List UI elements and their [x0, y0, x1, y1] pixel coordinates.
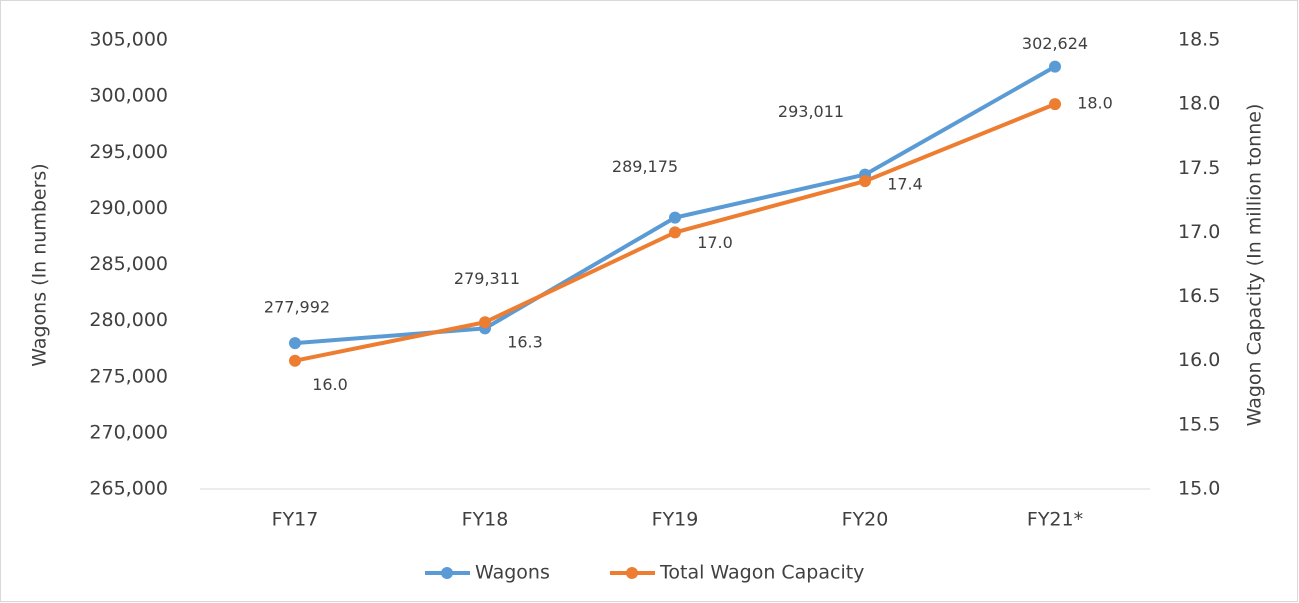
- y-tick-label: 270,000: [89, 421, 168, 443]
- y-tick-label: 285,000: [89, 253, 168, 275]
- legend-label: Wagons: [475, 562, 550, 584]
- x-tick-label: FY20: [842, 509, 889, 531]
- y2-tick-label: 17.0: [1178, 221, 1220, 243]
- y2-tick-label: 18.5: [1178, 29, 1220, 51]
- x-tick-label: FY18: [462, 509, 509, 531]
- y-tick-label: 275,000: [89, 365, 168, 387]
- y2-tick-label: 16.5: [1178, 285, 1220, 307]
- data-label: 293,011: [778, 102, 844, 121]
- point: [669, 211, 681, 224]
- y-tick-label: 295,000: [89, 141, 168, 163]
- point: [289, 337, 301, 350]
- legend-label: Total Wagon Capacity: [659, 562, 864, 584]
- y2-tick-label: 18.0: [1178, 93, 1220, 115]
- x-tick-label: FY21*: [1027, 509, 1083, 531]
- legend-marker: [441, 567, 453, 579]
- data-label: 289,175: [612, 157, 678, 176]
- y-tick-label: 265,000: [89, 478, 168, 500]
- data-label: 277,992: [264, 298, 330, 317]
- point: [669, 226, 681, 239]
- point: [1049, 60, 1061, 73]
- y-tick-label: 300,000: [89, 85, 168, 107]
- y2-tick-label: 16.0: [1178, 349, 1220, 371]
- data-label: 18.0: [1077, 94, 1113, 113]
- data-label: 279,311: [454, 269, 520, 288]
- y2-tick-label: 15.5: [1178, 413, 1220, 435]
- data-label: 16.0: [312, 375, 348, 394]
- y-tick-label: 280,000: [89, 309, 168, 331]
- x-tick-label: FY19: [652, 509, 699, 531]
- x-tick-label: FY17: [272, 509, 319, 531]
- y-tick-label: 305,000: [89, 29, 168, 51]
- data-label: 17.0: [697, 233, 733, 252]
- data-label: 17.4: [887, 175, 923, 194]
- y2-tick-label: 17.5: [1178, 157, 1220, 179]
- legend-marker: [626, 567, 638, 579]
- point: [1049, 98, 1061, 111]
- y-axis-title: Wagons (In numbers): [29, 163, 51, 366]
- point: [479, 316, 491, 329]
- point: [859, 175, 871, 188]
- data-label: 16.3: [507, 333, 543, 352]
- y-tick-label: 290,000: [89, 197, 168, 219]
- point: [289, 354, 301, 367]
- y2-axis-title: Wagon Capacity (In million tonne): [1244, 104, 1266, 427]
- y2-tick-label: 15.0: [1178, 478, 1220, 500]
- data-label: 302,624: [1022, 34, 1088, 53]
